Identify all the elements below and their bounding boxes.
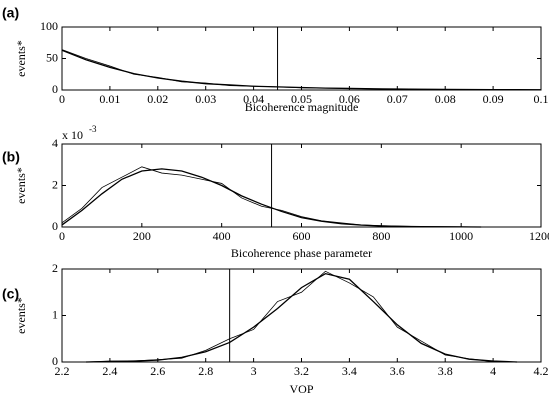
x-tick-label: 4 <box>490 364 496 378</box>
x-tick-label: 400 <box>213 229 231 243</box>
x-tick-label: 2.2 <box>55 364 70 378</box>
y-tick-label: 50 <box>46 50 58 64</box>
x-tick-label: 2.4 <box>102 364 117 378</box>
y-axis-label: events* <box>14 40 28 77</box>
x-tick-label: 3.6 <box>390 364 405 378</box>
x-tick-label: 600 <box>293 229 311 243</box>
data-line <box>85 272 518 363</box>
x-tick-label: 0.04 <box>243 92 264 106</box>
x-tick-label: 800 <box>372 229 390 243</box>
axis-multiplier: x 10 <box>62 128 83 142</box>
x-tick-label: 0.07 <box>387 92 408 106</box>
x-tick-label: 4.2 <box>534 364 549 378</box>
x-tick-label: 2.8 <box>198 364 213 378</box>
data-line <box>61 49 542 91</box>
x-tick-label: 3 <box>251 364 257 378</box>
y-tick-label: 2 <box>52 177 58 191</box>
x-tick-label: 0.06 <box>339 92 360 106</box>
x-tick-label: 0.03 <box>195 92 216 106</box>
x-tick-label: 0 <box>59 92 65 106</box>
x-axis-label: Bicoherence magnitude <box>245 100 359 114</box>
x-tick-label: 3.4 <box>342 364 357 378</box>
data-line <box>61 49 541 91</box>
panel-label: (b) <box>2 149 20 165</box>
x-tick-label: 0.02 <box>147 92 168 106</box>
y-tick-label: 100 <box>40 19 58 33</box>
panel-label: (a) <box>2 5 19 21</box>
x-tick-label: 3.2 <box>294 364 309 378</box>
x-tick-label: 3.8 <box>438 364 453 378</box>
x-tick-label: 0.01 <box>99 92 120 106</box>
y-tick-label: 4 <box>52 136 58 150</box>
x-tick-label: 0.09 <box>483 92 504 106</box>
x-axis-label: VOP <box>289 382 313 396</box>
x-axis-label: Bicoherence phase parameter <box>231 246 372 260</box>
plot-frame <box>61 268 542 363</box>
y-axis-label: events* <box>14 167 28 204</box>
y-tick-label: 0 <box>52 354 58 368</box>
data-line <box>85 270 518 363</box>
y-tick-label: 0 <box>52 82 58 96</box>
x-tick-label: 0.1 <box>534 92 549 106</box>
x-tick-label: 2.6 <box>150 364 165 378</box>
x-tick-label: 1000 <box>449 229 473 243</box>
x-tick-label: 0.05 <box>291 92 312 106</box>
axis-multiplier-exponent: -3 <box>89 124 97 134</box>
y-tick-label: 0 <box>52 219 58 233</box>
y-tick-label: 1 <box>52 307 58 321</box>
plot-frame <box>61 143 542 228</box>
x-tick-label: 0.08 <box>435 92 456 106</box>
panel-label: (c) <box>2 286 19 302</box>
x-tick-label: 0 <box>59 229 65 243</box>
y-tick-label: 2 <box>52 261 58 275</box>
x-tick-label: 200 <box>133 229 151 243</box>
y-axis-label: events* <box>14 297 28 334</box>
plot-frame <box>61 26 542 91</box>
